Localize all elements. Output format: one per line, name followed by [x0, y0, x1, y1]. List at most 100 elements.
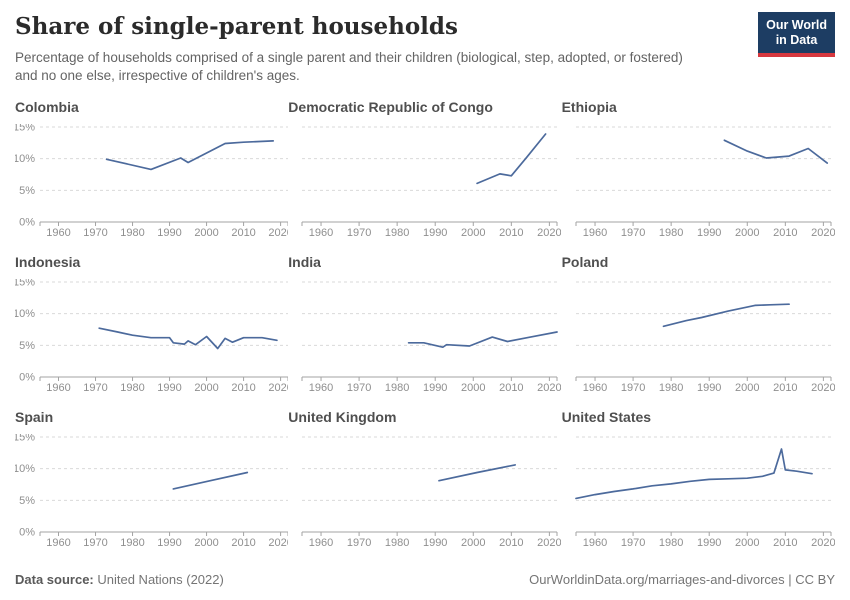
owid-logo[interactable]: Our World in Data	[758, 12, 835, 57]
facet-ethiopia: Ethiopia 1960 1970 1980 1990 2000 2010 2020	[562, 99, 835, 254]
owid-logo-line2: in Data	[775, 32, 818, 47]
facet-united-states: United States 1960 1970 1980 1990 2000 2010 202…	[562, 409, 835, 564]
x-tick-label: 1980	[659, 227, 683, 239]
x-tick-label: 1960	[582, 382, 606, 394]
x-tick-label: 2010	[499, 227, 523, 239]
x-tick-label: 1970	[620, 537, 644, 549]
y-tick-label: 15%	[15, 279, 35, 289]
x-tick-label: 1980	[120, 227, 144, 239]
x-tick-label: 2020	[811, 227, 835, 239]
data-line	[574, 448, 813, 500]
facet-title: Spain	[15, 409, 54, 426]
credit-link[interactable]: OurWorldinData.org/marriages-and-divorce…	[529, 572, 835, 587]
x-tick-label: 1960	[309, 227, 333, 239]
x-tick-label: 2020	[268, 227, 288, 239]
facet-colombia: Colombia 1960 1970 1980 1990 2000 2010 2020 0% 5%…	[15, 99, 288, 254]
facet-plot: 1960 1970 1980 1990 2000 2010 2020	[575, 126, 835, 239]
x-tick-label: 2000	[194, 227, 218, 239]
page-title: Share of single-parent households	[15, 13, 458, 40]
data-line	[476, 133, 547, 185]
x-tick-label: 1990	[423, 227, 447, 239]
x-tick-label: 1980	[659, 382, 683, 394]
x-tick-label: 1980	[120, 537, 144, 549]
data-line	[662, 303, 790, 328]
x-tick-label: 1990	[423, 382, 447, 394]
y-tick-label: 5%	[19, 495, 35, 507]
data-line	[408, 331, 559, 349]
data-line	[105, 140, 275, 171]
facet-united-kingdom: United Kingdom 1960 1970 1980 1990 2000 2010 20…	[288, 409, 561, 564]
facet-spain: Spain 1960 1970 1980 1990 2000 2010 2020 0% 5% 10%…	[15, 409, 288, 564]
x-tick-label: 1960	[309, 382, 333, 394]
chart-footer: Data source: United Nations (2022) OurWo…	[0, 572, 850, 600]
x-tick-label: 2000	[735, 382, 759, 394]
data-line	[723, 139, 828, 165]
x-tick-label: 1970	[83, 227, 107, 239]
x-tick-label: 2020	[811, 382, 835, 394]
facet-india: India 1960 1970 1980 1990 2000 2010 2020	[288, 254, 561, 409]
y-tick-label: 10%	[15, 463, 35, 475]
data-line	[98, 327, 278, 350]
facet-plot: 1960 1970 1980 1990 2000 2010 2020 0% 5% 10% 15%	[15, 124, 288, 239]
x-tick-label: 2010	[773, 227, 797, 239]
x-tick-label: 2000	[461, 537, 485, 549]
facet-plot: 1960 1970 1980 1990 2000 2010 2020	[301, 436, 561, 549]
x-tick-label: 2000	[194, 382, 218, 394]
x-tick-label: 2000	[194, 537, 218, 549]
facet-title: Ethiopia	[561, 99, 617, 116]
y-tick-label: 0%	[19, 217, 35, 229]
facet-plot: 1960 1970 1980 1990 2000 2010 2020 0% 5% 10% 15%	[15, 434, 288, 549]
data-line	[172, 471, 249, 490]
facet-title: Colombia	[15, 99, 79, 116]
facet-democratic-republic-of-congo: Democratic Republic of Congo 1960 1970 1980…	[288, 99, 561, 254]
x-tick-label: 1990	[423, 537, 447, 549]
data-line	[438, 464, 517, 482]
y-tick-label: 10%	[15, 308, 35, 320]
x-tick-label: 1960	[309, 537, 333, 549]
x-tick-label: 2020	[811, 537, 835, 549]
x-tick-label: 2000	[461, 227, 485, 239]
facet-indonesia: Indonesia 1960 1970 1980 1990 2000 2010 2020 0% 5…	[15, 254, 288, 409]
y-tick-label: 15%	[15, 434, 35, 444]
x-tick-label: 2010	[773, 537, 797, 549]
x-tick-label: 1990	[157, 227, 181, 239]
y-tick-label: 5%	[19, 185, 35, 197]
x-tick-label: 1960	[582, 537, 606, 549]
x-tick-label: 1980	[120, 382, 144, 394]
y-tick-label: 0%	[19, 372, 35, 384]
x-tick-label: 2020	[537, 227, 561, 239]
x-tick-label: 1970	[83, 382, 107, 394]
x-tick-label: 1990	[697, 382, 721, 394]
x-tick-label: 1970	[347, 537, 371, 549]
x-tick-label: 1990	[157, 382, 181, 394]
x-tick-label: 2010	[499, 537, 523, 549]
facet-title: United States	[561, 409, 652, 426]
facet-plot: 1960 1970 1980 1990 2000 2010 2020	[575, 281, 835, 394]
y-tick-label: 0%	[19, 527, 35, 539]
x-tick-label: 2000	[461, 382, 485, 394]
x-tick-label: 1970	[620, 227, 644, 239]
x-tick-label: 1970	[83, 537, 107, 549]
chart-header: Share of single-parent households Percen…	[0, 0, 850, 86]
y-tick-label: 5%	[19, 340, 35, 352]
x-tick-label: 2000	[735, 537, 759, 549]
x-tick-label: 1970	[347, 382, 371, 394]
facet-title: Democratic Republic of Congo	[288, 99, 493, 116]
x-tick-label: 2020	[268, 537, 288, 549]
x-tick-label: 2010	[231, 537, 255, 549]
owid-logo-line1: Our World	[766, 18, 827, 32]
x-tick-label: 1960	[46, 537, 70, 549]
x-tick-label: 1960	[46, 382, 70, 394]
x-tick-label: 1990	[697, 227, 721, 239]
y-tick-label: 10%	[15, 153, 35, 165]
x-tick-label: 2010	[231, 382, 255, 394]
data-source: Data source: United Nations (2022)	[15, 572, 224, 587]
x-tick-label: 2020	[537, 537, 561, 549]
facet-title: United Kingdom	[288, 409, 397, 426]
facet-plot: 1960 1970 1980 1990 2000 2010 2020	[574, 436, 835, 549]
facet-title: Indonesia	[15, 254, 81, 271]
facet-title: Poland	[561, 254, 609, 271]
x-tick-label: 1960	[582, 227, 606, 239]
x-tick-label: 1990	[697, 537, 721, 549]
